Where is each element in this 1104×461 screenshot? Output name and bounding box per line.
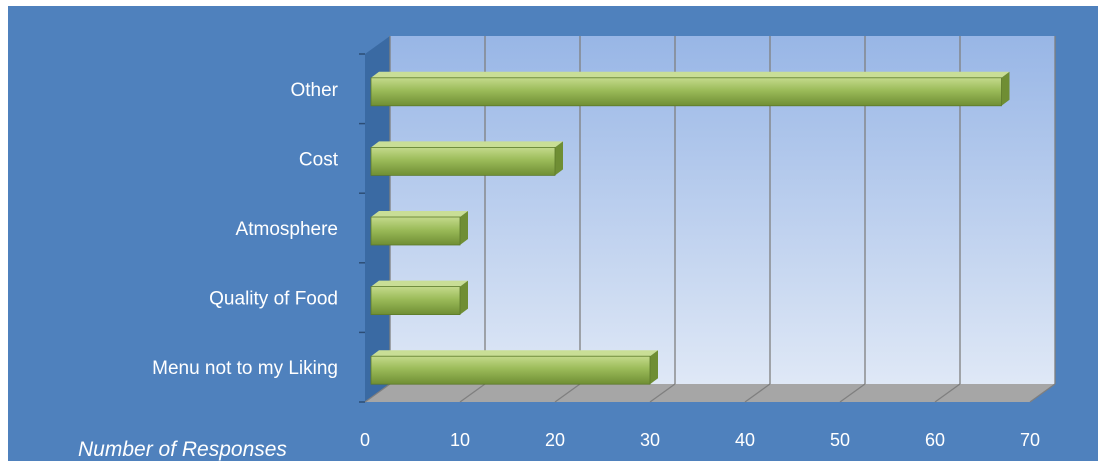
- floor-gridline: [364, 383, 391, 403]
- x-tick-label: 70: [1020, 430, 1040, 450]
- floor-gridline: [554, 383, 581, 403]
- category-labels: Menu not to my Liking Quality of Food Atmo…: [152, 80, 339, 379]
- bar: [370, 211, 468, 246]
- bar: [370, 71, 1010, 107]
- floor-gridline: [459, 383, 486, 403]
- plot-back-wall: [390, 36, 1055, 384]
- category-label: Menu not to my Liking: [152, 358, 338, 379]
- floor-gridline: [1029, 383, 1056, 403]
- x-tick-label: 0: [360, 430, 370, 450]
- x-tick-label: 50: [830, 430, 850, 450]
- x-tick-label: 20: [545, 430, 565, 450]
- category-label: Atmosphere: [236, 219, 338, 240]
- category-label: Cost: [299, 149, 339, 170]
- chart-frame: Menu not to my Liking Quality of Food Atmo…: [8, 6, 1098, 461]
- floor-gridline: [839, 383, 866, 403]
- x-tick-labels: 0 10 20 30 40 50 60 70: [360, 430, 1040, 450]
- floor-gridline: [649, 383, 676, 403]
- bar: [370, 280, 468, 316]
- category-label: Other: [290, 80, 338, 101]
- bar: [370, 141, 563, 176]
- bars: [370, 71, 1010, 385]
- x-tick-label: 40: [735, 430, 755, 450]
- x-tick-label: 60: [925, 430, 945, 450]
- bar: [370, 350, 658, 385]
- x-tick-label: 10: [450, 430, 470, 450]
- floor-gridline: [934, 383, 961, 403]
- category-label: Quality of Food: [209, 289, 338, 310]
- plot-floor: [365, 384, 1055, 402]
- floor-gridline: [744, 383, 771, 403]
- x-tick-label: 30: [640, 430, 660, 450]
- x-axis-title: Number of Responses: [78, 438, 287, 461]
- bar-chart: Menu not to my Liking Quality of Food Atmo…: [78, 36, 1056, 461]
